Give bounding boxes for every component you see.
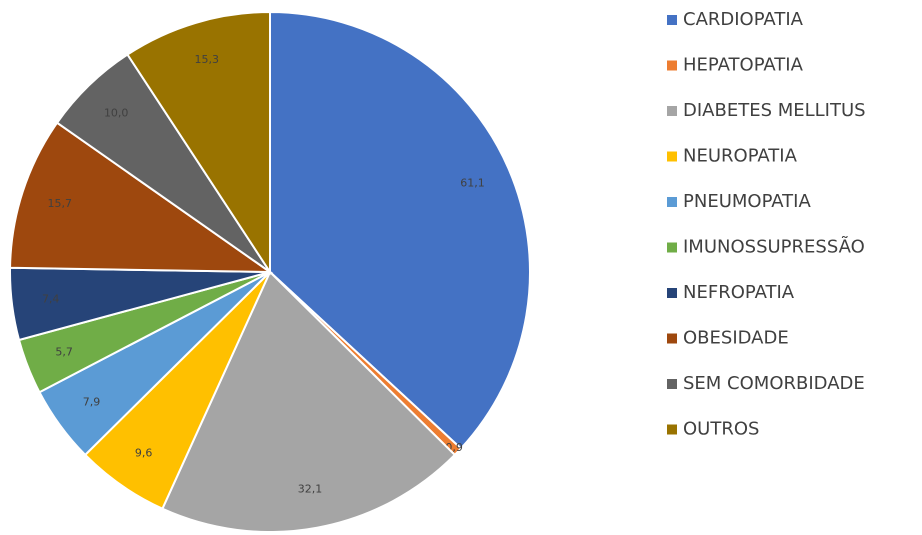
data-label: 15,7 (48, 197, 73, 210)
pie-slice (161, 270, 457, 533)
data-label: 32,1 (298, 482, 323, 495)
pie-slice (126, 10, 271, 276)
legend-label: PNEUMOPATIA (683, 191, 811, 212)
legend-swatch (667, 288, 677, 298)
legend-label: DIABETES MELLITUS (683, 100, 866, 121)
legend-swatch (667, 106, 677, 116)
data-label: 15,3 (195, 53, 220, 66)
legend-swatch (667, 15, 677, 25)
data-label: 9,6 (135, 446, 153, 459)
legend-swatch (667, 242, 677, 253)
legend-label: SEM COMORBIDADE (683, 373, 865, 394)
legend-label: NEUROPATIA (683, 146, 798, 167)
legend-swatch (667, 379, 677, 389)
data-label: 7,9 (83, 395, 101, 408)
legend-label: OUTROS (683, 419, 759, 440)
legend-swatch (667, 424, 677, 435)
legend-swatch (667, 60, 677, 71)
data-label: 10,0 (104, 106, 129, 119)
legend-swatch (667, 151, 677, 162)
pie-slice (269, 10, 531, 450)
legend-label: OBESIDADE (683, 328, 789, 349)
legend-swatch (667, 197, 677, 207)
legend-swatch (667, 333, 677, 344)
data-label: 61,1 (460, 176, 485, 189)
legend-label: HEPATOPATIA (683, 55, 804, 76)
data-label: 7,4 (42, 292, 60, 305)
legend-label: IMUNOSSUPRESSÃO (683, 236, 865, 258)
pie-slice (9, 121, 274, 274)
legend-label: NEFROPATIA (683, 282, 795, 303)
data-label: 5,7 (55, 345, 73, 358)
legend-label: CARDIOPATIA (683, 9, 804, 30)
